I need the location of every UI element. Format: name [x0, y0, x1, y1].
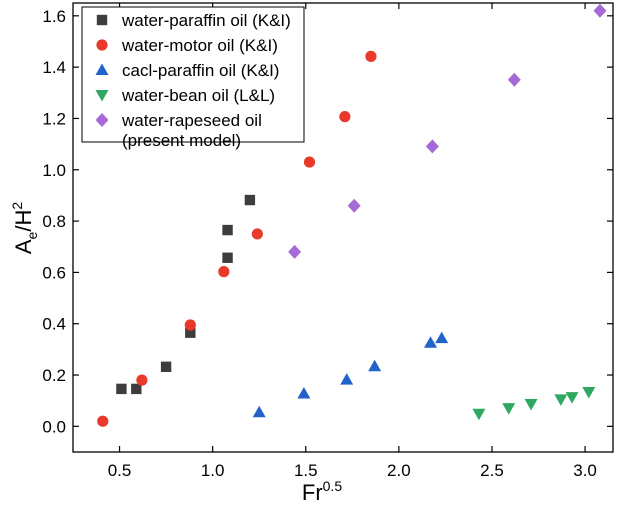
data-point-series-0: [222, 252, 233, 263]
x-tick-label: 0.5: [108, 461, 132, 480]
y-tick-label: 1.6: [42, 7, 66, 26]
data-point-series-0: [185, 327, 196, 338]
x-axis-title: Fr0.5: [302, 478, 342, 505]
data-point-series-2: [340, 373, 354, 385]
data-point-series-2: [424, 336, 438, 348]
legend-marker-2: [95, 63, 109, 75]
legend-label-line2: (present model): [122, 131, 241, 150]
y-tick-label: 0.6: [42, 263, 66, 282]
data-point-series-3: [524, 399, 538, 411]
legend: water-paraffin oil (K&I) water-motor oil …: [81, 6, 305, 150]
data-point-series-1: [303, 156, 316, 168]
data-point-series-4: [593, 3, 607, 18]
y-tick-label: 0.8: [42, 212, 66, 231]
legend-label: water-paraffin oil (K&I): [121, 11, 291, 30]
x-tick-label: 1.5: [294, 461, 318, 480]
y-axis-title-sub: e: [24, 231, 40, 239]
data-point-series-0: [244, 194, 256, 206]
data-point-series-1: [136, 374, 148, 386]
data-point-series-3: [502, 403, 516, 415]
svg-text:Fr0.5: Fr0.5: [302, 478, 342, 505]
y-axis-title-sup: 2: [9, 202, 25, 210]
data-point-series-1: [339, 111, 351, 123]
data-point-series-1: [97, 415, 109, 427]
svg-text:Ae/H2: Ae/H2: [9, 202, 40, 254]
x-tick-label: 2.5: [480, 461, 504, 480]
data-point-series-4: [507, 72, 521, 87]
data-point-series-0: [222, 224, 233, 236]
data-point-series-2: [435, 331, 449, 344]
legend-box: [81, 6, 305, 143]
x-axis-title-base: Fr: [302, 480, 323, 505]
x-axis-title-sup: 0.5: [323, 478, 343, 494]
legend-marker-4: [95, 113, 109, 127]
legend-marker-3: [95, 90, 109, 102]
legend-label: water-bean oil (L&L): [121, 86, 275, 105]
data-point-series-2: [368, 359, 382, 372]
data-point-series-4: [347, 198, 361, 213]
data-point-series-1: [218, 266, 230, 278]
data-point-series-1: [184, 319, 196, 331]
data-point-series-3: [582, 386, 596, 399]
legend-label: cacl-paraffin oil (K&I): [122, 61, 279, 80]
legend-marker-1: [96, 39, 108, 51]
data-point-series-3: [472, 408, 486, 421]
y-tick-label: 1.0: [42, 161, 66, 180]
y-axis-title: Ae/H2: [9, 202, 40, 254]
x-tick-label: 3.0: [573, 461, 597, 480]
data-point-series-4: [288, 244, 302, 259]
y-tick-label: 1.4: [42, 58, 66, 77]
y-tick-label: 0.4: [42, 315, 66, 334]
y-tick-label: 0.2: [42, 366, 66, 385]
y-tick-label: 1.2: [42, 109, 66, 128]
data-point-series-3: [565, 392, 579, 404]
x-tick-label: 2.0: [387, 461, 411, 480]
data-point-series-1: [365, 50, 377, 62]
y-axis-title-mid: /H: [11, 210, 36, 232]
data-point-series-0: [116, 383, 127, 395]
data-points: [97, 3, 607, 427]
data-point-series-1: [251, 228, 263, 240]
y-axis-title-base: A: [11, 239, 36, 254]
axis-ticks: 0.5 1.0 1.5 2.0 2.5 3.0 0.0 0.2 0.4 0.6 0.8 1.0 1.2 1…: [42, 3, 613, 480]
data-point-series-3: [554, 394, 568, 406]
legend-label: water-rapeseed oil: [121, 111, 262, 130]
y-tick-label: 0.0: [42, 417, 66, 436]
legend-marker-0: [96, 14, 108, 26]
data-point-series-0: [131, 383, 142, 395]
data-point-series-4: [425, 139, 439, 154]
data-point-series-2: [252, 405, 266, 418]
x-tick-label: 1.0: [201, 461, 225, 480]
legend-label: water-motor oil (K&I): [121, 36, 278, 55]
data-point-series-0: [160, 361, 172, 373]
data-point-series-2: [297, 387, 311, 399]
